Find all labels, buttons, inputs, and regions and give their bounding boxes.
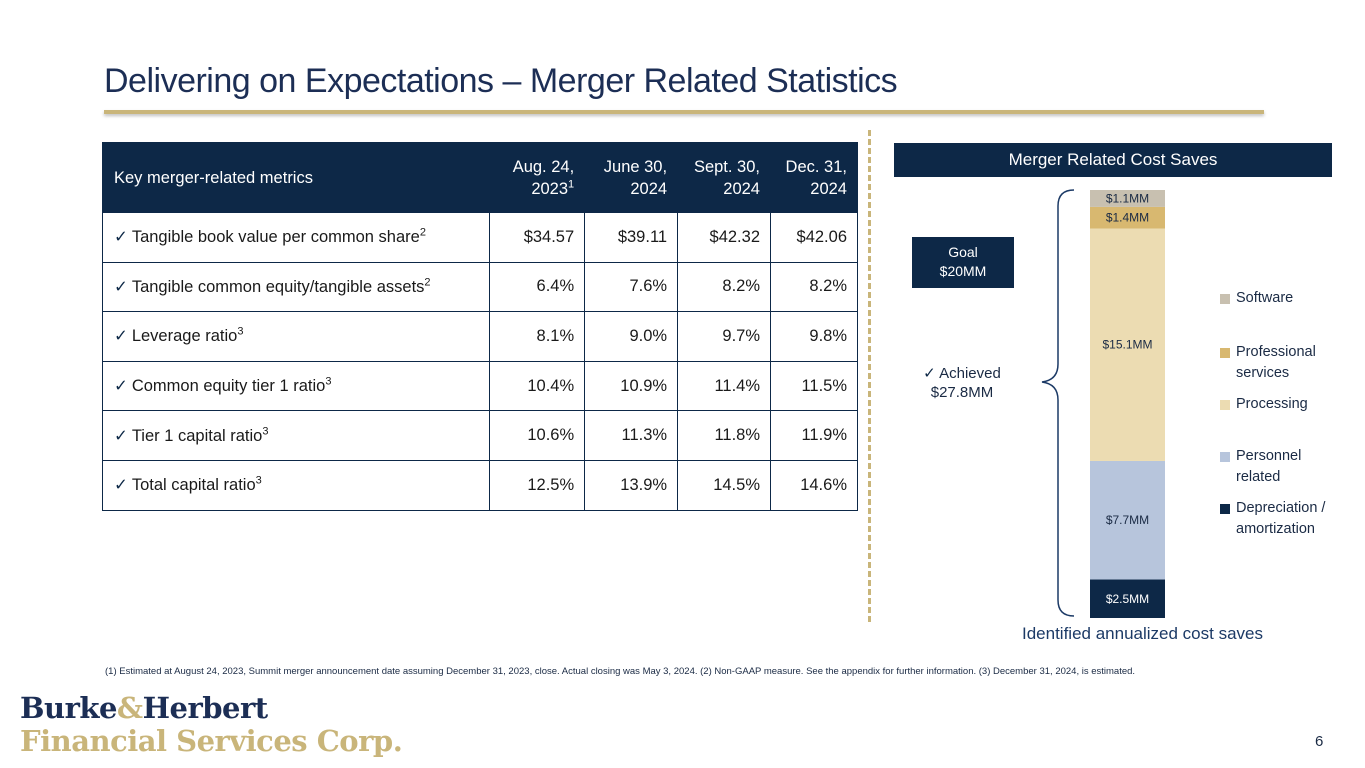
goal-value: $20MM	[939, 263, 987, 279]
table-cell: 11.9%	[770, 410, 858, 461]
table-cell: $42.32	[677, 212, 771, 263]
checkmark-icon: ✓	[114, 277, 128, 296]
data-label: $15.1MM	[1102, 338, 1152, 352]
metrics-header-label: Key merger-related metrics	[101, 142, 491, 213]
legend-label: Professional services	[1236, 344, 1316, 381]
total-brace	[1041, 189, 1075, 617]
table-cell: 10.6%	[489, 410, 586, 461]
achieved-value: $27.8MM	[930, 384, 994, 401]
row-label: ✓ Common equity tier 1 ratio3	[101, 360, 491, 412]
table-cell: $34.57	[489, 212, 586, 263]
company-logo: Burke&Herbert Financial Services Corp.	[20, 691, 403, 758]
column-header: Sept. 30, 2024	[677, 142, 771, 213]
table-cell: 11.5%	[770, 360, 858, 412]
legend-swatch	[1220, 348, 1230, 358]
table-header-row: Key merger-related metrics Aug. 24, 20231…	[101, 142, 858, 213]
table-cell: 14.5%	[677, 459, 771, 511]
table-row: ✓ Tangible book value per common share2 $…	[101, 212, 858, 263]
legend-swatch	[1220, 294, 1230, 304]
legend-swatch	[1220, 504, 1230, 514]
table-cell: 7.6%	[584, 261, 679, 313]
table-cell: 6.4%	[489, 261, 586, 313]
goal-label: Goal	[948, 244, 978, 260]
bar-segment	[1090, 228, 1165, 461]
bar-segment	[1090, 460, 1165, 580]
checkmark-icon: ✓	[114, 228, 128, 247]
table-cell: 11.4%	[677, 360, 771, 412]
legend-item: Personnel related	[1220, 446, 1360, 488]
footnote: (1) Estimated at August 24, 2023, Summit…	[105, 666, 1136, 677]
checkmark-icon: ✓	[923, 365, 936, 382]
data-label: $1.1MM	[1106, 191, 1149, 205]
section-divider	[868, 130, 871, 622]
table-cell: $42.06	[770, 212, 858, 263]
row-label: ✓ Tangible common equity/tangible assets2	[101, 261, 491, 313]
data-label: $7.7MM	[1106, 513, 1149, 527]
column-header: Aug. 24, 20231	[489, 142, 586, 213]
stacked-bar-chart: $2.5MM $7.7MM $15.1MM $1.4MM $1.1MM	[1041, 189, 1165, 618]
bar-segment	[1090, 190, 1165, 207]
title-underline	[104, 110, 1264, 114]
legend-swatch	[1220, 400, 1230, 410]
table-cell: 8.2%	[770, 261, 858, 313]
checkmark-icon: ✓	[114, 426, 128, 445]
bar-segment	[1090, 579, 1165, 618]
bar-segment	[1090, 206, 1165, 229]
legend-item: Processing	[1220, 394, 1360, 415]
page-number: 6	[1315, 733, 1324, 750]
legend-item: Software	[1220, 288, 1360, 309]
slide-title: Delivering on Expectations – Merger Rela…	[104, 62, 898, 100]
table-row: ✓ Leverage ratio3 8.1% 9.0% 9.7% 9.8%	[101, 311, 858, 362]
row-label: ✓ Tier 1 capital ratio3	[101, 410, 491, 461]
column-header: Dec. 31, 2024	[770, 142, 858, 213]
goal-box: Goal $20MM	[912, 237, 1014, 288]
table-cell: 12.5%	[489, 459, 586, 511]
legend-label: Depreciation / amortization	[1236, 500, 1326, 537]
metrics-table: Key merger-related metrics Aug. 24, 20231…	[101, 142, 858, 511]
table-row: ✓ Tangible common equity/tangible assets2…	[101, 261, 858, 313]
table-row: ✓ Common equity tier 1 ratio3 10.4% 10.9%…	[101, 360, 858, 412]
table-cell: 11.8%	[677, 410, 771, 461]
checkmark-icon: ✓	[114, 377, 128, 396]
table-cell: 10.9%	[584, 360, 679, 412]
achieved-label: Achieved	[939, 365, 1001, 382]
column-header: June 30, 2024	[584, 142, 679, 213]
table-cell: 11.3%	[584, 410, 679, 461]
checkmark-icon: ✓	[114, 327, 128, 346]
table-row: ✓ Tier 1 capital ratio3 10.6% 11.3% 11.8%…	[101, 410, 858, 461]
data-label: $1.4MM	[1106, 211, 1149, 225]
checkmark-icon: ✓	[114, 476, 128, 495]
table-cell: 14.6%	[770, 459, 858, 511]
table-cell: 9.0%	[584, 311, 679, 362]
legend-item: Professional services	[1220, 342, 1360, 384]
table-cell: $39.11	[584, 212, 679, 263]
table-row: ✓ Total capital ratio3 12.5% 13.9% 14.5% …	[101, 459, 858, 511]
legend-label: Personnel related	[1236, 448, 1302, 485]
achieved-callout: ✓ Achieved $27.8MM	[912, 364, 1012, 402]
chart-caption: Identified annualized cost saves	[1022, 624, 1263, 643]
row-label: ✓ Tangible book value per common share2	[101, 212, 491, 263]
table-cell: 13.9%	[584, 459, 679, 511]
table-cell: 9.8%	[770, 311, 858, 362]
row-label: ✓ Total capital ratio3	[101, 459, 491, 511]
table-cell: 8.2%	[677, 261, 771, 313]
table-cell: 10.4%	[489, 360, 586, 412]
chart-header: Merger Related Cost Saves	[894, 143, 1332, 177]
row-label: ✓ Leverage ratio3	[101, 311, 491, 362]
legend-label: Processing	[1236, 396, 1308, 412]
legend-item: Depreciation / amortization	[1220, 498, 1360, 540]
legend-label: Software	[1236, 290, 1294, 306]
table-cell: 8.1%	[489, 311, 586, 362]
legend-swatch	[1220, 452, 1230, 462]
data-label: $2.5MM	[1106, 592, 1149, 606]
table-cell: 9.7%	[677, 311, 771, 362]
